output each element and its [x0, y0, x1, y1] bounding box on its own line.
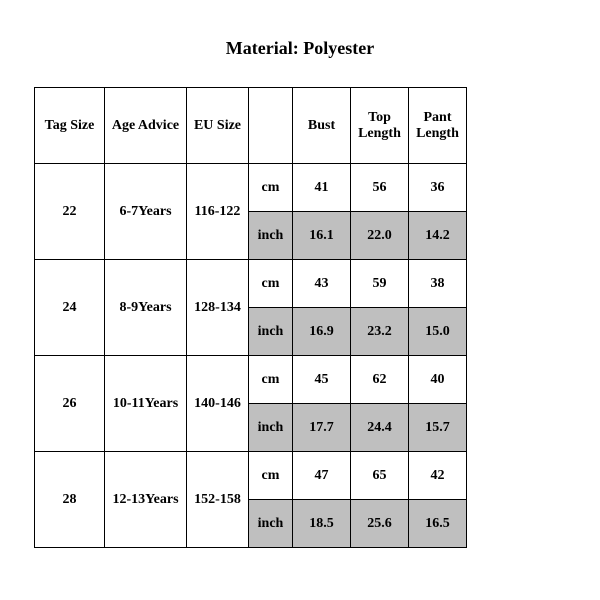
col-eu-size: EU Size	[187, 88, 249, 164]
cell-unit-inch: inch	[249, 404, 293, 452]
cell-tag-size: 28	[35, 452, 105, 548]
cell-pant: 36	[409, 164, 467, 212]
cell-pant: 40	[409, 356, 467, 404]
col-age-advice: Age Advice	[105, 88, 187, 164]
cell-top: 56	[351, 164, 409, 212]
cell-pant: 14.2	[409, 212, 467, 260]
size-table: Tag Size Age Advice EU Size Bust Top Len…	[34, 87, 467, 548]
cell-pant: 42	[409, 452, 467, 500]
cell-age-advice: 8-9Years	[105, 260, 187, 356]
cell-unit-inch: inch	[249, 212, 293, 260]
cell-age-advice: 12-13Years	[105, 452, 187, 548]
cell-top: 62	[351, 356, 409, 404]
cell-eu-size: 128-134	[187, 260, 249, 356]
cell-bust: 41	[293, 164, 351, 212]
col-pant-length: Pant Length	[409, 88, 467, 164]
table-header-row: Tag Size Age Advice EU Size Bust Top Len…	[35, 88, 467, 164]
cell-top: 25.6	[351, 500, 409, 548]
cell-unit-inch: inch	[249, 308, 293, 356]
cell-top: 59	[351, 260, 409, 308]
cell-eu-size: 140-146	[187, 356, 249, 452]
col-top-length: Top Length	[351, 88, 409, 164]
cell-bust: 16.1	[293, 212, 351, 260]
cell-unit-cm: cm	[249, 452, 293, 500]
cell-tag-size: 22	[35, 164, 105, 260]
cell-bust: 43	[293, 260, 351, 308]
cell-age-advice: 6-7Years	[105, 164, 187, 260]
cell-pant: 38	[409, 260, 467, 308]
cell-unit-cm: cm	[249, 260, 293, 308]
cell-tag-size: 24	[35, 260, 105, 356]
cell-eu-size: 116-122	[187, 164, 249, 260]
table-row: 26 10-11Years 140-146 cm 45 62 40	[35, 356, 467, 404]
cell-top: 24.4	[351, 404, 409, 452]
cell-tag-size: 26	[35, 356, 105, 452]
cell-bust: 16.9	[293, 308, 351, 356]
page: Material: Polyester Tag Size Age Advice …	[0, 0, 600, 600]
cell-unit-inch: inch	[249, 500, 293, 548]
cell-unit-cm: cm	[249, 356, 293, 404]
cell-top: 23.2	[351, 308, 409, 356]
col-unit	[249, 88, 293, 164]
cell-pant: 16.5	[409, 500, 467, 548]
page-title: Material: Polyester	[0, 38, 600, 59]
cell-unit-cm: cm	[249, 164, 293, 212]
table-row: 24 8-9Years 128-134 cm 43 59 38	[35, 260, 467, 308]
table-row: 28 12-13Years 152-158 cm 47 65 42	[35, 452, 467, 500]
cell-bust: 47	[293, 452, 351, 500]
cell-eu-size: 152-158	[187, 452, 249, 548]
cell-pant: 15.7	[409, 404, 467, 452]
cell-top: 22.0	[351, 212, 409, 260]
cell-bust: 17.7	[293, 404, 351, 452]
cell-bust: 45	[293, 356, 351, 404]
cell-top: 65	[351, 452, 409, 500]
col-bust: Bust	[293, 88, 351, 164]
cell-bust: 18.5	[293, 500, 351, 548]
cell-pant: 15.0	[409, 308, 467, 356]
cell-age-advice: 10-11Years	[105, 356, 187, 452]
col-tag-size: Tag Size	[35, 88, 105, 164]
table-row: 22 6-7Years 116-122 cm 41 56 36	[35, 164, 467, 212]
